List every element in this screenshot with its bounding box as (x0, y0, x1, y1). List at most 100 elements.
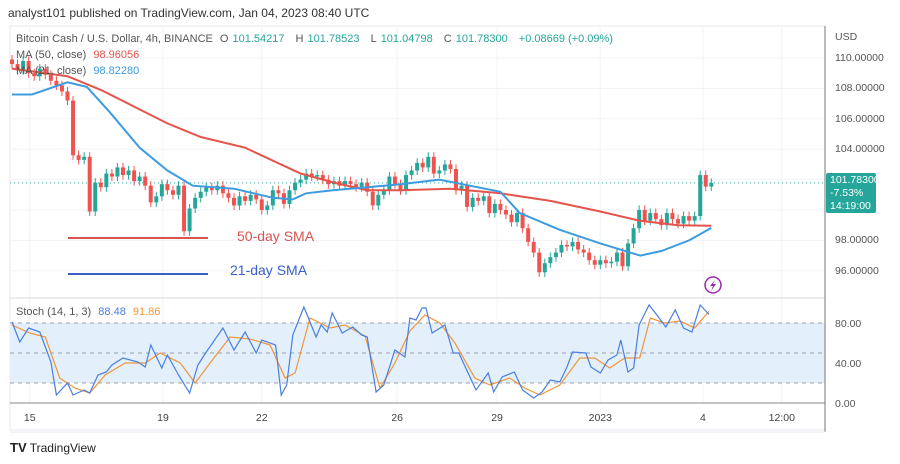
currency-label: USD (835, 31, 858, 43)
candle (148, 181, 153, 207)
candle (587, 248, 592, 265)
candle (232, 193, 236, 210)
candle (620, 248, 625, 271)
stoch-tick: 80.00 (835, 318, 861, 330)
candle-body (476, 197, 481, 201)
candle (48, 70, 53, 86)
candle-body (653, 213, 658, 220)
lightning-icon[interactable] (704, 276, 722, 294)
time-tick: 26 (391, 412, 403, 424)
candle-body (614, 252, 619, 262)
candle (626, 238, 631, 271)
candle-body (664, 213, 669, 226)
candle (470, 193, 475, 212)
bar-countdown: 14:19:00 (830, 200, 871, 212)
candle-body (370, 191, 375, 206)
candle-body (320, 175, 325, 180)
candle (320, 170, 325, 185)
last-price-change: -7.53% (830, 187, 864, 199)
candle-body (193, 197, 198, 209)
candle-body (276, 190, 281, 194)
candle-body (298, 179, 303, 183)
candle-body (376, 194, 381, 206)
candle-body (348, 181, 353, 185)
candle (598, 255, 603, 270)
price-tick: 108.00000 (835, 82, 885, 94)
candle-body (304, 173, 309, 180)
candle-body (359, 182, 364, 188)
candle-body (71, 100, 76, 156)
time-tick: 29 (491, 412, 503, 424)
candle (392, 172, 397, 189)
candle (670, 208, 675, 224)
candle (415, 158, 420, 176)
candle-body (520, 213, 525, 229)
candle (409, 165, 414, 180)
candle-body (309, 173, 314, 177)
candle-body (426, 156, 431, 168)
candle (398, 179, 403, 195)
candle-body (587, 252, 592, 261)
candle (126, 165, 131, 180)
candle (71, 96, 76, 160)
time-tick: 2023 (589, 412, 613, 424)
candle-body (676, 219, 680, 224)
publisher-line: analyst101 published on TradingView.com,… (8, 6, 370, 20)
candle (542, 258, 547, 277)
candle (293, 178, 298, 195)
candle (581, 244, 586, 258)
candle (653, 208, 658, 224)
time-tick: 15 (24, 412, 36, 424)
symbol-name[interactable]: Bitcoin Cash / U.S. Dollar, 4h, BINANCE (16, 33, 213, 45)
candle (43, 64, 48, 80)
candle (98, 178, 103, 192)
ma21-legend[interactable]: MA (21, close) 98.82280 (16, 65, 143, 77)
candle (176, 181, 181, 200)
change-value: +0.08669 (+0.09%) (518, 33, 613, 45)
candle (576, 237, 581, 255)
candle-body (492, 203, 497, 214)
candle-body (237, 196, 242, 206)
candle (559, 240, 564, 258)
candle (442, 159, 447, 176)
candle-body (642, 210, 647, 221)
candle-body (93, 182, 98, 212)
candle (198, 187, 203, 203)
candle (15, 59, 20, 75)
candle (437, 165, 442, 179)
candle (431, 152, 436, 179)
candle-body (265, 205, 270, 210)
stoch-legend[interactable]: Stoch (14, 1, 3) 88.48 91.86 (16, 306, 164, 318)
candle (498, 199, 503, 215)
candle (187, 203, 192, 236)
stoch-tick: 0.00 (835, 398, 856, 410)
candle-body (515, 213, 520, 223)
candle (220, 181, 225, 198)
candle-body (670, 213, 675, 220)
candle (570, 237, 575, 252)
candle (182, 181, 187, 236)
open-value: 101.54217 (232, 33, 285, 45)
candle-body (470, 197, 475, 207)
price-tick: 106.00000 (835, 113, 885, 125)
candle-body (659, 219, 664, 226)
stoch-d-line (11, 310, 710, 396)
candle-body (409, 170, 414, 176)
candle-body (526, 228, 531, 242)
candle (709, 178, 714, 192)
candle (115, 162, 120, 182)
price-tick: 104.00000 (835, 143, 885, 155)
candle-body (259, 199, 264, 210)
candle-body (220, 185, 225, 194)
time-tick: 4 (700, 412, 706, 424)
candle-body (226, 193, 231, 198)
candle (592, 255, 597, 270)
candle-body (343, 181, 347, 186)
candle-body (10, 59, 14, 65)
tradingview-logo[interactable]: TV TradingView (10, 440, 96, 455)
candle-body (198, 191, 203, 198)
ma50-label: MA (50, close) (16, 49, 87, 61)
ma50-legend[interactable]: MA (50, close) 98.96056 (16, 49, 143, 61)
candle-body (176, 185, 181, 195)
